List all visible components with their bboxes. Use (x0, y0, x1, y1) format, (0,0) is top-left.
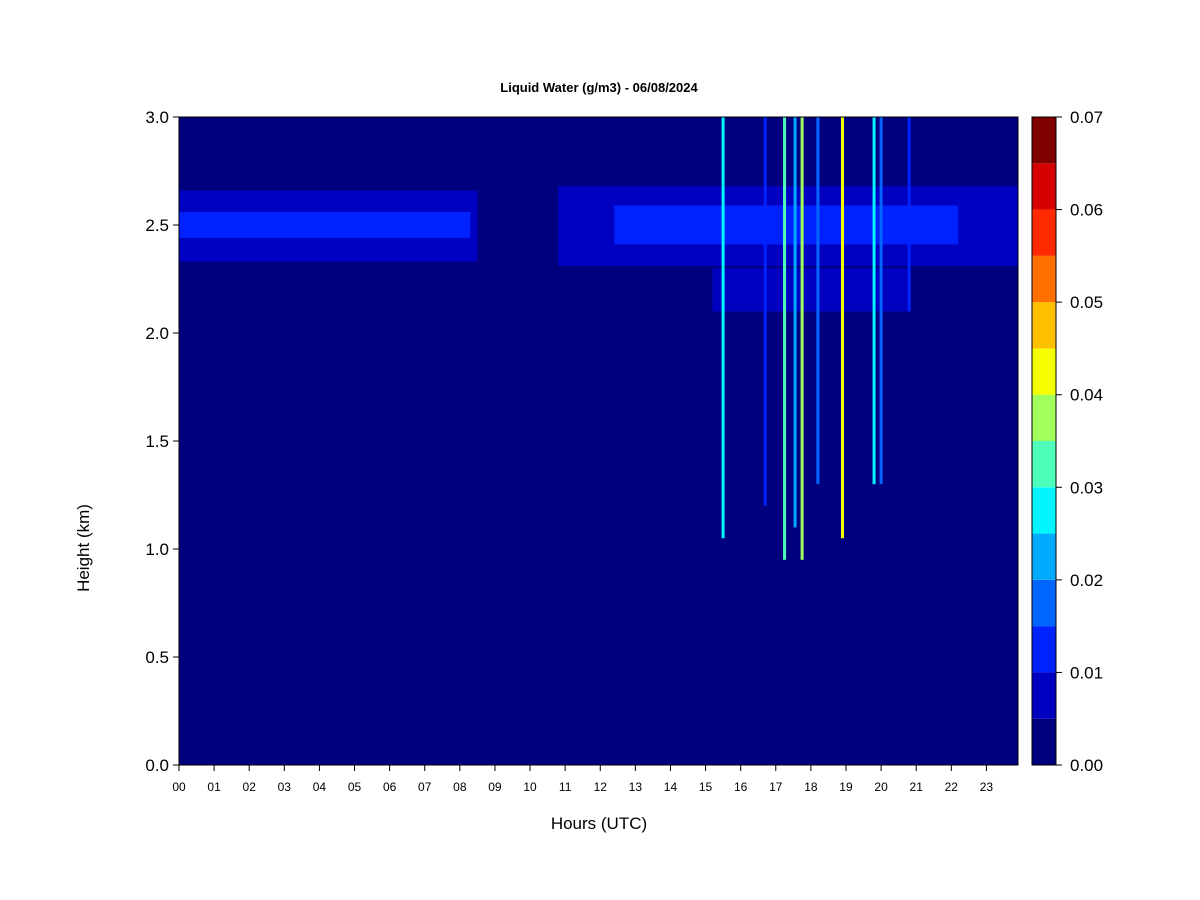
x-tick-label: 09 (488, 780, 502, 794)
precip-column (907, 117, 911, 312)
colorbar-segment (1032, 579, 1056, 627)
colorbar-tick-label: 0.07 (1070, 108, 1103, 127)
x-tick-label: 07 (418, 780, 432, 794)
colorbar-segment (1032, 255, 1056, 303)
x-tick-label: 11 (559, 780, 572, 794)
precip-column (800, 117, 804, 560)
precip-column (879, 117, 883, 485)
precip-column (840, 117, 844, 539)
y-tick-label: 2.5 (145, 216, 169, 235)
colorbar-tick-label: 0.03 (1070, 478, 1103, 497)
x-tick-label: 23 (980, 780, 994, 794)
colorbar-segment (1032, 487, 1056, 534)
x-tick-label: 00 (172, 780, 186, 794)
x-tick-label: 14 (664, 780, 678, 794)
x-tick-label: 16 (734, 780, 748, 794)
x-tick-label: 18 (804, 780, 818, 794)
colorbar-segment (1032, 209, 1056, 256)
x-tick-label: 12 (594, 780, 608, 794)
colorbar-segment (1032, 117, 1056, 164)
precip-column (783, 117, 787, 560)
x-tick-label: 20 (874, 780, 888, 794)
colorbar-tick-label: 0.05 (1070, 293, 1103, 312)
colorbar-segment (1032, 302, 1056, 349)
x-tick-label: 06 (383, 780, 397, 794)
y-tick-label: 1.0 (145, 540, 169, 559)
x-axis-label: Hours (UTC) (551, 814, 647, 833)
colorbar-tick-label: 0.06 (1070, 201, 1103, 220)
x-tick-label: 03 (278, 780, 292, 794)
x-tick-label: 02 (243, 780, 257, 794)
colorbar: 0.00 0.01 0.02 0.03 0.04 0.05 0.06 0.07 (1031, 108, 1103, 775)
colorbar-tick-label: 0.01 (1070, 663, 1103, 682)
colorbar-segment (1032, 672, 1056, 719)
x-tick-label: 19 (839, 780, 853, 794)
x-tick-label: 22 (945, 780, 959, 794)
x-tick-label: 08 (453, 780, 467, 794)
colorbar-tick-label: 0.00 (1070, 756, 1103, 775)
precip-column (793, 117, 797, 528)
x-tick-label: 01 (207, 780, 221, 794)
y-tick-label: 3.0 (145, 108, 169, 127)
colorbar-segment (1032, 394, 1056, 441)
colorbar-segment (1032, 533, 1056, 580)
colorbar-segment (1032, 626, 1056, 673)
colorbar-tick-label: 0.04 (1070, 386, 1103, 405)
colorbar-frame (1031, 116, 1057, 766)
x-tick-label: 10 (523, 780, 537, 794)
cloud-layer (712, 268, 910, 312)
colorbar-segment (1032, 441, 1056, 488)
colorbar-segment (1032, 163, 1056, 210)
axes: 0.0 0.5 1.0 1.5 2.0 2.5 3.0 00 01 02 03 04 05 06 07 08 0… (145, 108, 1019, 794)
precip-column (721, 117, 725, 539)
precip-column (816, 117, 820, 485)
x-tick-label: 13 (629, 780, 643, 794)
plot-area (179, 117, 1018, 765)
precip-column (763, 117, 767, 506)
colorbar-tick-label: 0.02 (1070, 571, 1103, 590)
x-tick-label: 17 (769, 780, 783, 794)
colorbar-segment (1032, 348, 1056, 395)
x-tick-label: 21 (910, 780, 924, 794)
chart-title: Liquid Water (g/m3) - 06/08/2024 (500, 80, 698, 95)
cloud-layer (614, 205, 959, 245)
y-axis-label: Height (km) (74, 504, 93, 592)
y-tick-label: 0.5 (145, 648, 169, 667)
x-tick-label: 05 (348, 780, 362, 794)
y-tick-label: 1.5 (145, 432, 169, 451)
colorbar-segment (1032, 718, 1056, 765)
y-tick-label: 2.0 (145, 324, 169, 343)
x-tick-label: 15 (699, 780, 713, 794)
y-tick-label: 0.0 (145, 756, 169, 775)
x-tick-label: 04 (313, 780, 327, 794)
cloud-layer (179, 212, 471, 238)
precip-column (872, 117, 876, 485)
